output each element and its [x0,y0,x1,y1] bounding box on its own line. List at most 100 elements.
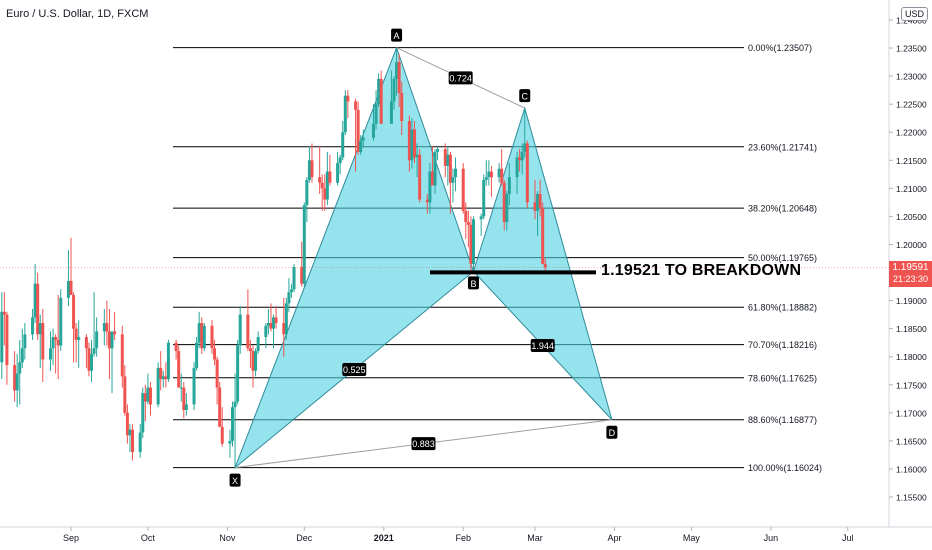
candle-body [446,154,450,166]
candle-body [72,294,76,329]
price-tick-label: 1.23500 [896,44,927,54]
candle-body [354,101,358,110]
candle-body [48,348,52,360]
candle-body [143,393,147,402]
candle-body [31,317,35,335]
candle-body [215,359,219,388]
time-tick-label: May [683,533,701,543]
candle-body [377,78,381,105]
price-tick-label: 1.23000 [896,72,927,82]
breakdown-annotation: 1.19521 TO BREAKDOWN [601,262,802,279]
candle-body [179,387,183,389]
price-tick-label: 1.18500 [896,324,927,334]
point-badge [229,473,241,487]
time-tick-label: Jul [842,533,854,543]
candle-body [141,393,145,433]
candle-body [397,62,401,93]
candle-body [269,323,273,329]
candles [0,48,547,468]
candle-body [123,376,127,413]
candle-body [87,348,91,371]
candle-body [325,171,329,200]
candle-body [218,387,222,427]
candle-body [231,407,235,441]
candle-body [69,280,73,295]
candle-body [23,334,27,349]
candle-body [454,168,458,178]
candle-body [274,317,278,324]
candle-body [466,222,470,225]
ratio-label: 0.883 [412,439,435,449]
price-tick-label: 1.21000 [896,184,927,194]
candle-body [200,323,204,349]
candle-body [166,342,170,380]
fib-label: 50.00%(1.19765) [748,253,817,263]
candle-body [520,151,524,161]
candle-body [430,171,434,186]
candle-body [254,351,258,371]
candle-body [159,367,163,380]
candle-body [210,325,214,349]
candle-body [92,348,96,354]
candle-body [428,171,432,203]
candle-body [310,160,314,178]
candle-body [451,177,455,183]
time-tick-label: Feb [455,533,471,543]
candle-body [497,168,501,178]
price-tick-label: 1.20500 [896,212,927,222]
point-label-a: A [394,31,400,41]
point-label-c: C [521,92,528,102]
time-tick-label: Sep [63,533,79,543]
candle-body [336,163,340,183]
price-tick-label: 1.17500 [896,380,927,390]
candle-body [41,323,45,360]
ratio-badge [448,71,473,85]
candle-body [110,331,114,349]
candle-body [425,199,429,203]
candle-body [138,432,142,453]
candle-body [182,387,186,411]
candle-body [500,168,504,183]
candle-body [482,179,486,217]
candle-body [36,283,40,335]
fib-label: 88.60%(1.16877) [748,415,817,425]
candle-body [305,179,309,206]
fib-label: 100.00%(1.16024) [748,463,822,473]
candle-body [338,157,342,164]
fib-label: 78.60%(1.17625) [748,373,817,383]
candle-body [389,101,393,124]
candle-body [266,323,270,326]
candle-body [443,149,447,166]
time-tick-label: Apr [607,533,621,543]
ratio-label: 0.724 [449,73,472,83]
candle-body [90,353,94,371]
candle-body [251,351,255,371]
candle-body [302,205,306,284]
candle-body [233,401,237,408]
candle-body [448,154,452,183]
candle-body [5,314,9,366]
chart-title: Euro / U.S. Dollar, 1D, FXCM [6,8,149,20]
last-price-value: 1.19591 [892,262,929,273]
time-tick-label: 2021 [374,533,394,543]
candle-body [0,311,4,363]
price-tick-label: 1.16000 [896,464,927,474]
candle-body [461,168,465,211]
candle-body [343,95,347,133]
candle-body [300,266,304,284]
candle-body [318,177,322,183]
candle-body [289,289,293,293]
point-label-b: B [470,279,476,289]
candle-body [515,157,519,178]
candle-body [407,121,411,161]
candle-body [541,207,545,265]
currency-button[interactable]: USD [901,7,929,21]
candle-body [148,387,152,405]
candle-body [436,149,440,152]
candle-body [256,337,260,352]
time-axis: Sep Oct Nov Dec 2021 Feb Mar Apr May Jun Jul [0,526,932,543]
candle-body [146,387,150,402]
candle-body [15,373,19,391]
candle-body [505,193,509,223]
candle-body [161,376,165,380]
